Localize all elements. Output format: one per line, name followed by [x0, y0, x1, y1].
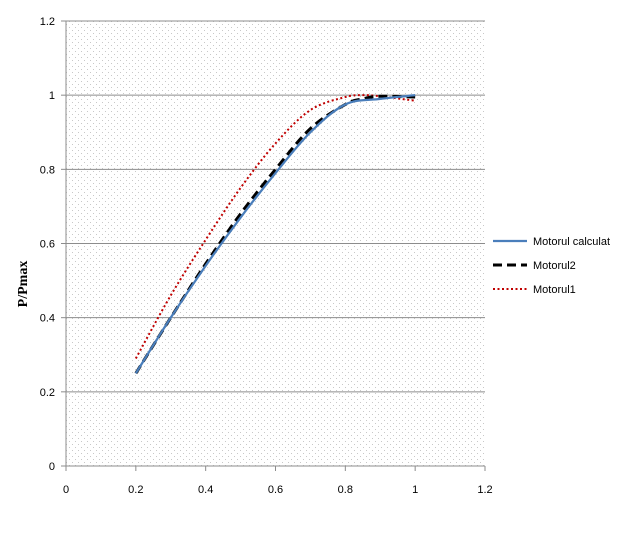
- tick-labels: 0 0.2 0.4 0.6 0.8 1 1.2 0 0.2 0.4 0.6 0.8 1 1.2: [40, 16, 493, 496]
- series-line-motorul-calculat: [134, 94, 416, 374]
- series-line-motorul1: [134, 94, 416, 359]
- y-tick-label: 1.2: [40, 16, 55, 28]
- x-tick-label: 0.8: [338, 484, 353, 496]
- y-tick-label: 0.4: [40, 313, 55, 325]
- legend-label: Motorul1: [533, 284, 576, 296]
- grid-lines: [66, 20, 485, 393]
- x-tick-label: 1: [412, 484, 418, 496]
- y-tick-label: 0: [49, 461, 55, 473]
- axes: [61, 20, 486, 471]
- x-tick-label: 0.2: [128, 484, 143, 496]
- legend: Motorul calculat Motorul2 Motorul1: [493, 236, 610, 296]
- y-tick-label: 0.8: [40, 164, 55, 176]
- x-tick-label: 0.4: [198, 484, 213, 496]
- series-lines: [134, 94, 416, 375]
- y-tick-label: 0.2: [40, 387, 55, 399]
- legend-label: Motorul calculat: [533, 236, 610, 248]
- y-tick-label: 0.6: [40, 239, 55, 251]
- x-tick-label: 0: [63, 484, 69, 496]
- y-axis-label: P/Pmax: [16, 261, 31, 308]
- legend-label: Motorul2: [533, 260, 576, 272]
- x-tick-label: 0.6: [268, 484, 283, 496]
- x-tick-label: 1.2: [477, 484, 492, 496]
- y-tick-label: 1: [49, 90, 55, 102]
